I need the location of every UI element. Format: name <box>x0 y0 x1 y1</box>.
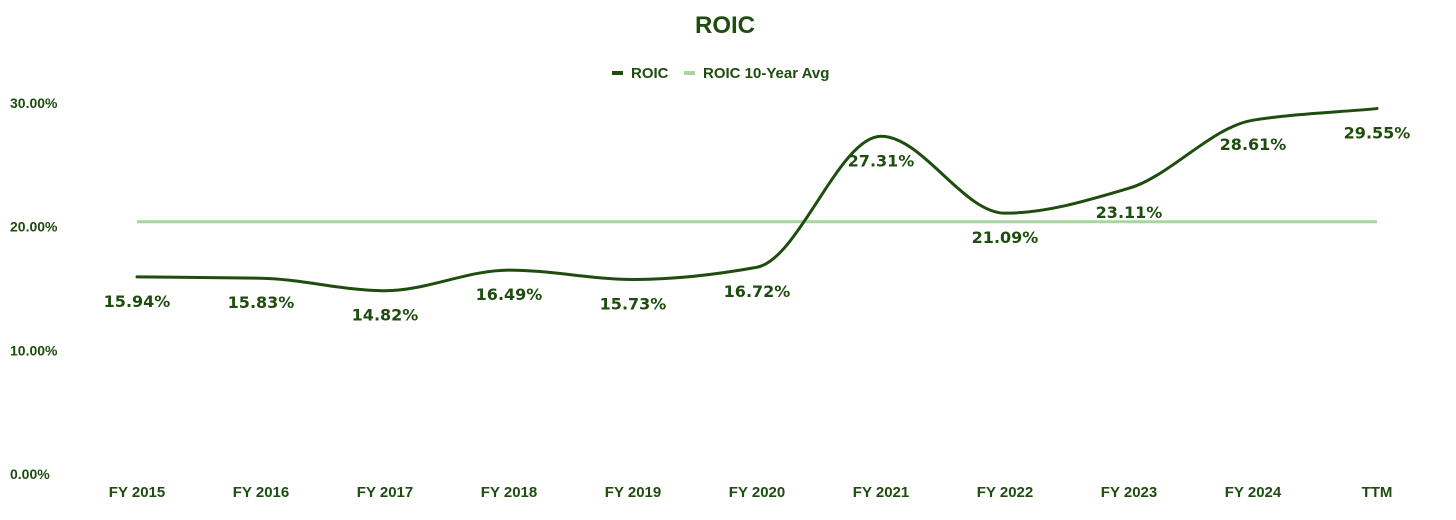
x-tick-label: FY 2017 <box>357 484 413 501</box>
x-tick-label: FY 2024 <box>1225 484 1282 501</box>
x-tick-label: FY 2016 <box>233 484 289 501</box>
y-axis: 0.00% 10.00% 20.00% 30.00% <box>10 95 58 482</box>
roic-series <box>135 107 1379 293</box>
y-tick-label: 20.00% <box>10 219 58 235</box>
x-tick-label: FY 2022 <box>977 484 1033 501</box>
data-label: 28.61% <box>1220 135 1287 154</box>
roic-line <box>135 107 1379 293</box>
legend: ROIC ROIC 10-Year Avg <box>612 65 829 82</box>
x-tick-label: FY 2018 <box>481 484 537 501</box>
x-tick-label: FY 2020 <box>729 484 785 501</box>
x-tick-label: FY 2021 <box>853 484 909 501</box>
data-label: 29.55% <box>1344 124 1411 143</box>
x-tick-label: TTM <box>1362 484 1393 501</box>
y-tick-label: 30.00% <box>10 95 58 111</box>
x-tick-label: FY 2015 <box>109 484 165 501</box>
data-labels: 15.94% 15.83% 14.82% 16.49% 15.73% 16.72% 27.3… <box>104 124 1411 325</box>
legend-swatch-roic <box>612 71 623 75</box>
data-label: 15.73% <box>600 294 667 313</box>
y-tick-label: 10.00% <box>10 342 58 358</box>
legend-swatch-avg <box>684 71 695 75</box>
data-label: 14.82% <box>352 306 419 325</box>
x-tick-label: FY 2019 <box>605 484 661 501</box>
data-label: 27.31% <box>848 151 915 170</box>
y-tick-label: 0.00% <box>10 466 50 482</box>
legend-label-roic: ROIC <box>631 65 669 82</box>
x-axis: FY 2015 FY 2016 FY 2017 FY 2018 FY 2019 FY 20… <box>109 484 1393 501</box>
x-tick-label: FY 2023 <box>1101 484 1157 501</box>
data-label: 21.09% <box>972 228 1039 247</box>
data-label: 15.94% <box>104 292 171 311</box>
data-label: 16.49% <box>476 285 543 304</box>
data-label: 16.72% <box>724 282 791 301</box>
legend-label-avg: ROIC 10-Year Avg <box>703 65 829 82</box>
data-label: 23.11% <box>1096 203 1163 222</box>
chart-title: ROIC <box>695 12 755 39</box>
data-label: 15.83% <box>228 293 295 312</box>
